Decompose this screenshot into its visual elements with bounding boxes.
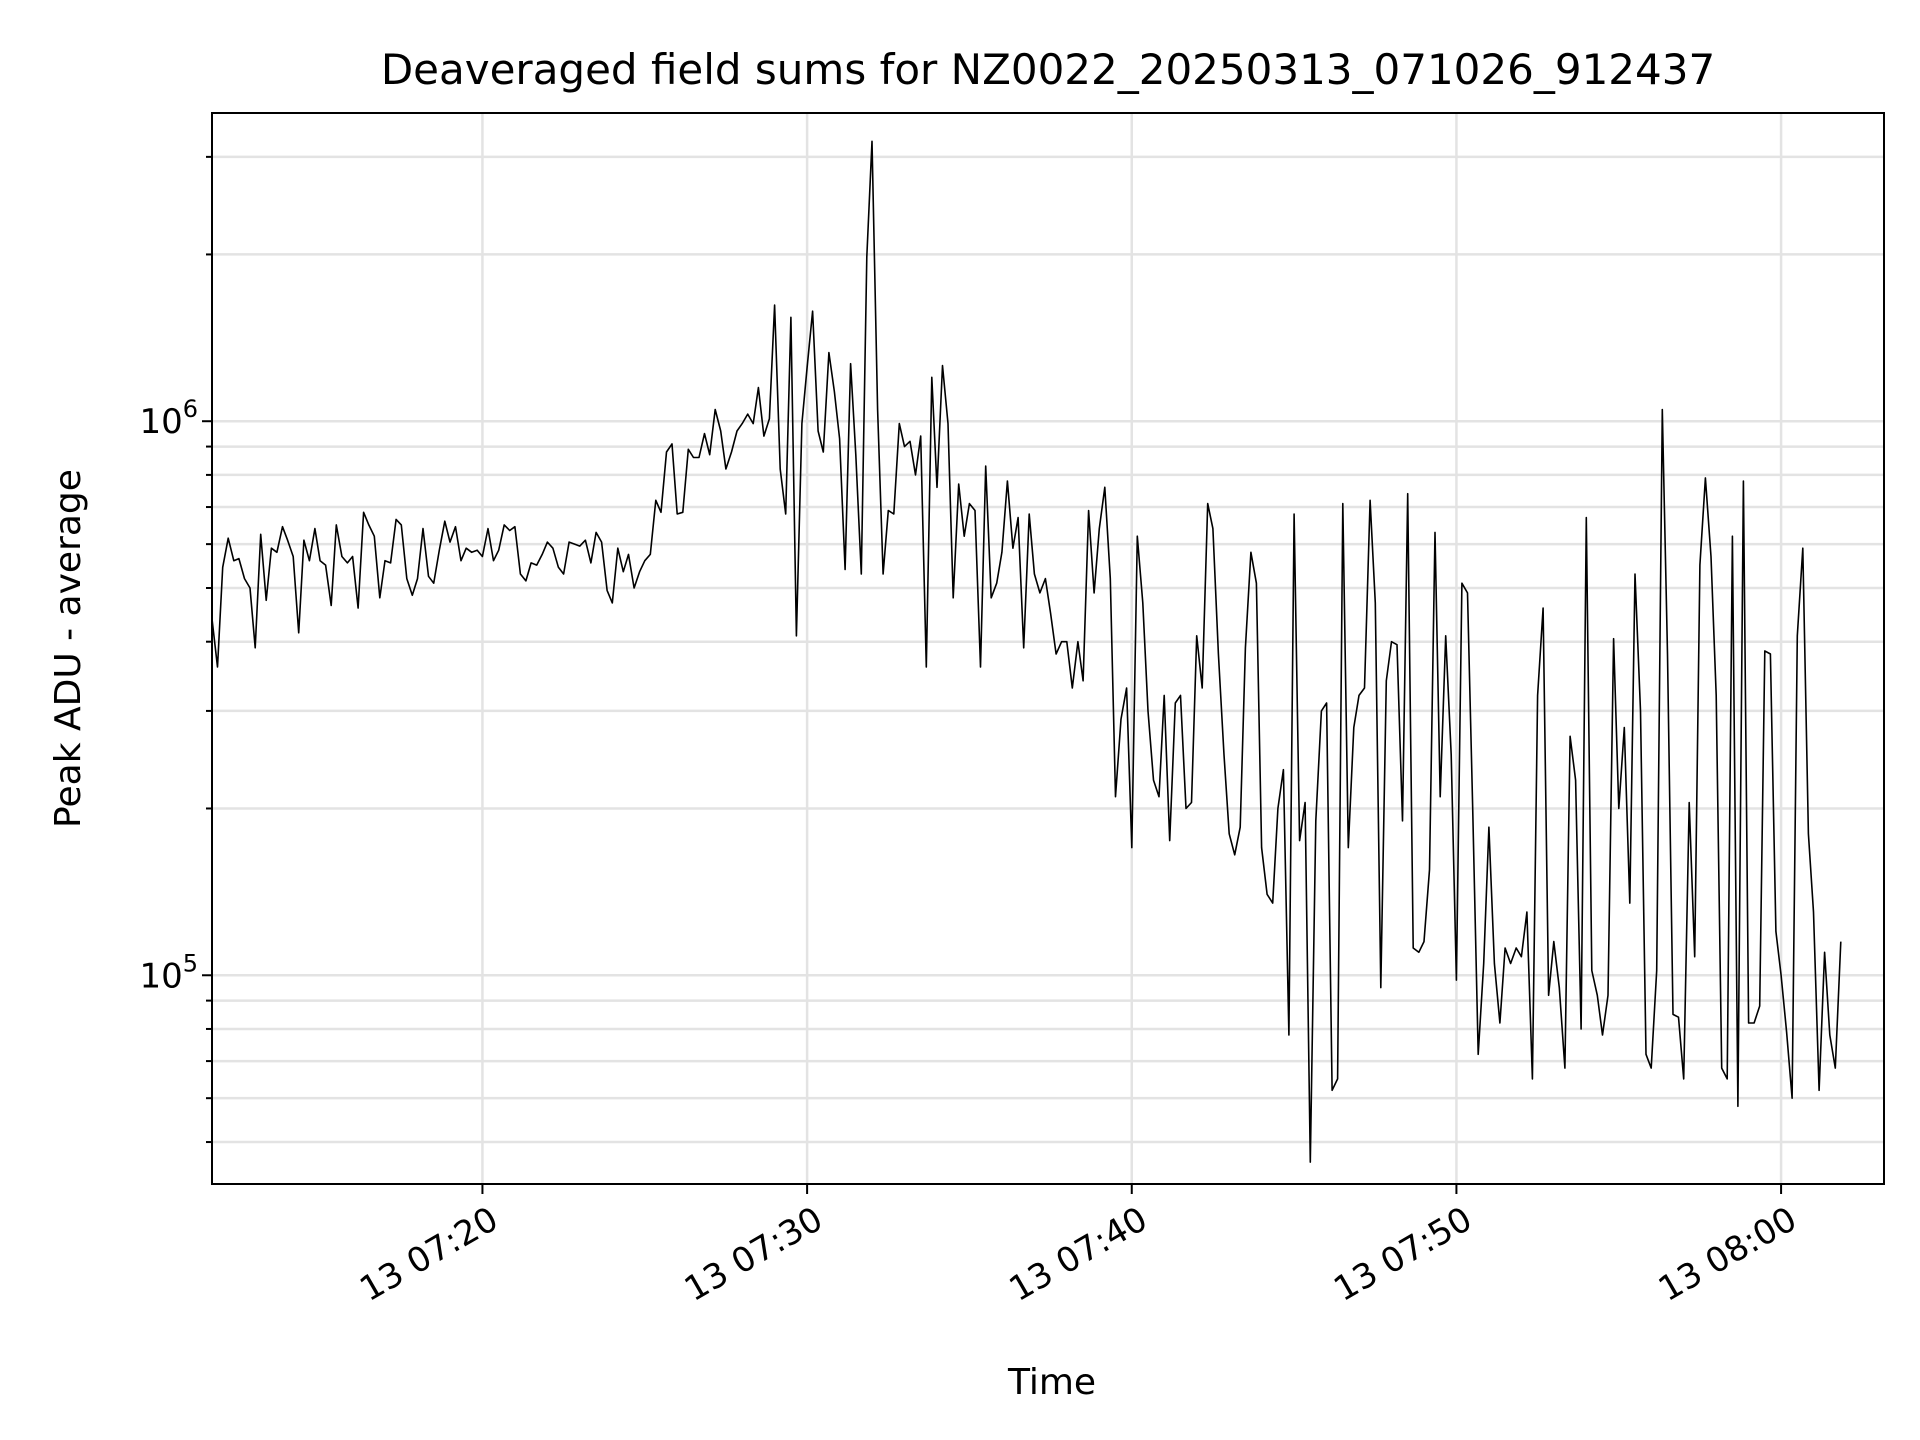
y-axis-title: Peak ADU - average	[48, 469, 89, 828]
grid	[212, 113, 1884, 1184]
y-tick-label: 105	[139, 949, 198, 996]
x-axis-title: Time	[1007, 1362, 1096, 1403]
y-tick-label: 106	[139, 395, 198, 442]
series-group	[211, 140, 1842, 1163]
chart-title: Deaveraged field sums for NZ0022_2025031…	[381, 45, 1715, 94]
plot-frame	[211, 112, 1885, 1185]
series-line	[211, 140, 1842, 1163]
